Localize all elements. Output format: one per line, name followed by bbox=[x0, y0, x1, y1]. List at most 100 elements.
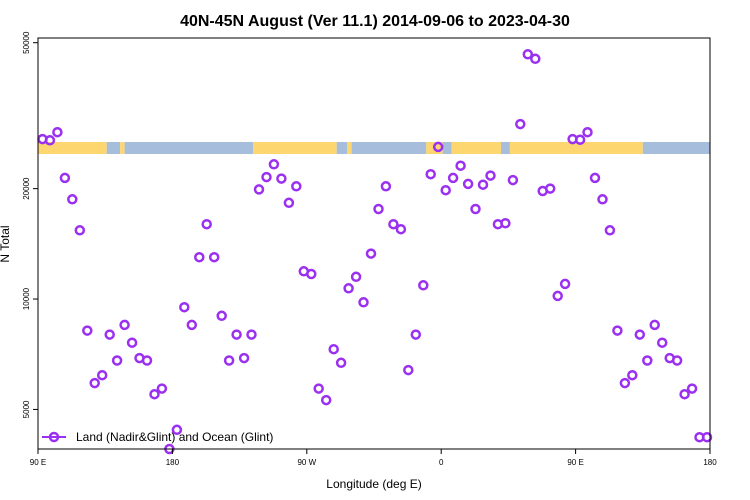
data-point bbox=[208, 251, 220, 263]
data-point bbox=[126, 337, 138, 348]
data-point bbox=[156, 383, 168, 394]
band-segment-ocean bbox=[351, 142, 427, 154]
y-axis-label: N Total bbox=[0, 225, 12, 262]
x-tick-label: 90 W bbox=[297, 458, 316, 467]
plot-frame bbox=[37, 37, 711, 450]
data-point bbox=[395, 223, 407, 235]
band-segment-ocean bbox=[642, 142, 710, 154]
data-point bbox=[642, 355, 653, 366]
data-point bbox=[350, 271, 362, 283]
data-point bbox=[373, 203, 384, 215]
data-point bbox=[201, 218, 212, 230]
data-point bbox=[111, 355, 123, 366]
band-segment-land bbox=[120, 142, 125, 154]
data-point bbox=[530, 53, 541, 65]
data-point bbox=[552, 290, 563, 302]
data-point bbox=[574, 134, 586, 145]
y-tick-label: 5000 bbox=[22, 400, 31, 418]
y-axis: 5000 10000 20000 50000 bbox=[22, 31, 38, 418]
data-point bbox=[246, 329, 257, 340]
data-point bbox=[418, 280, 429, 291]
data-point bbox=[612, 325, 623, 336]
x-tick-label: 180 bbox=[703, 458, 717, 467]
data-point bbox=[268, 159, 280, 170]
data-point bbox=[328, 343, 339, 355]
data-point bbox=[477, 179, 489, 190]
data-point bbox=[627, 369, 638, 381]
data-point bbox=[186, 319, 198, 331]
data-point bbox=[223, 355, 235, 366]
data-point bbox=[403, 364, 414, 376]
data-point bbox=[597, 194, 608, 205]
legend-label: Land (Nadir&Glint) and Ocean (Glint) bbox=[76, 430, 273, 444]
data-point bbox=[59, 172, 71, 184]
band-segment-ocean bbox=[336, 142, 348, 154]
data-point bbox=[455, 160, 466, 171]
data-point bbox=[380, 181, 392, 192]
data-point bbox=[656, 337, 668, 348]
band-segment-land bbox=[38, 142, 107, 154]
legend-marker bbox=[48, 431, 60, 443]
data-point bbox=[432, 141, 444, 153]
data-point bbox=[634, 329, 646, 340]
data-point bbox=[67, 194, 78, 205]
data-point bbox=[194, 251, 205, 263]
data-point bbox=[515, 118, 526, 130]
data-point bbox=[141, 355, 153, 366]
data-point bbox=[701, 431, 713, 443]
data-point bbox=[410, 329, 422, 340]
land-ocean-band bbox=[38, 142, 710, 154]
x-axis-label: Longitude (deg E) bbox=[326, 477, 421, 491]
data-point bbox=[500, 217, 511, 229]
data-point bbox=[313, 383, 324, 394]
data-point bbox=[358, 297, 369, 308]
data-point bbox=[119, 319, 130, 331]
data-points bbox=[37, 49, 713, 455]
x-tick-label: 0 bbox=[439, 458, 444, 467]
x-tick-label: 90 E bbox=[567, 458, 583, 467]
chart-title: 40N-45N August (Ver 11.1) 2014-09-06 to … bbox=[180, 13, 570, 30]
x-tick-label: 90 E bbox=[30, 458, 46, 467]
data-point bbox=[171, 424, 183, 436]
data-point bbox=[253, 184, 265, 195]
data-point bbox=[365, 248, 377, 259]
data-point bbox=[179, 301, 190, 313]
x-axis: 90 E 180 90 W 0 90 E 180 bbox=[30, 449, 717, 467]
data-point bbox=[686, 383, 698, 394]
data-point bbox=[470, 203, 481, 215]
data-point bbox=[320, 394, 332, 406]
data-point bbox=[96, 369, 108, 381]
data-point bbox=[462, 178, 474, 190]
data-point bbox=[74, 225, 86, 236]
data-point bbox=[82, 325, 93, 336]
y-tick-label: 20000 bbox=[22, 177, 31, 200]
data-point bbox=[425, 168, 436, 180]
data-point bbox=[44, 135, 56, 146]
band-segment-land bbox=[451, 142, 501, 154]
data-point bbox=[589, 172, 601, 184]
data-point bbox=[485, 170, 496, 181]
data-point bbox=[291, 181, 302, 192]
legend: Land (Nadir&Glint) and Ocean (Glint) bbox=[42, 430, 273, 444]
data-point bbox=[276, 173, 287, 184]
data-point bbox=[306, 268, 317, 280]
band-segment-ocean bbox=[442, 142, 452, 154]
data-point bbox=[261, 171, 272, 183]
data-point bbox=[231, 329, 242, 340]
x-tick-label: 180 bbox=[166, 458, 180, 467]
band-segment-land bbox=[347, 142, 352, 154]
band-segment-land bbox=[509, 142, 643, 154]
data-point bbox=[343, 283, 354, 294]
data-point bbox=[440, 184, 451, 196]
data-point bbox=[582, 126, 593, 138]
data-point bbox=[559, 278, 571, 290]
data-point bbox=[507, 174, 519, 186]
data-point bbox=[619, 377, 631, 389]
data-point bbox=[447, 172, 459, 184]
data-point bbox=[89, 377, 100, 389]
band-segment-ocean bbox=[500, 142, 510, 154]
data-point bbox=[522, 49, 534, 60]
data-point bbox=[216, 310, 227, 322]
data-point bbox=[149, 388, 160, 400]
